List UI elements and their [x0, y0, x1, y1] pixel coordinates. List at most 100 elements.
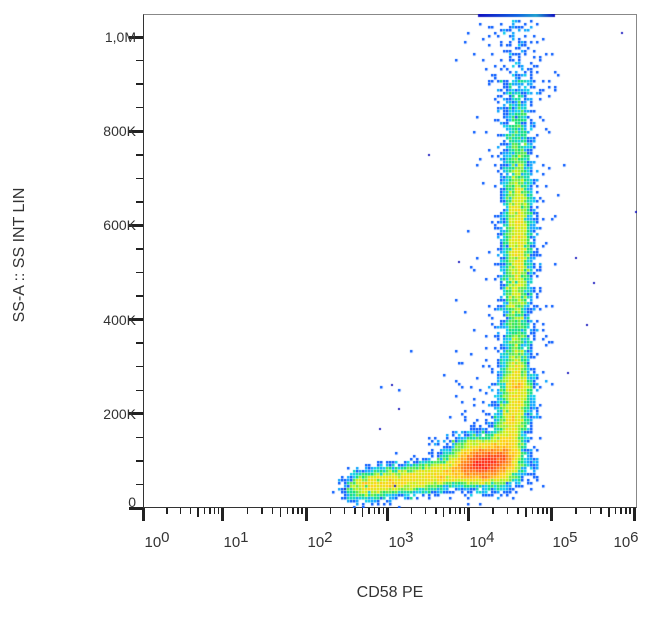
x-minor-tick: [620, 508, 622, 514]
y-minor-tick: [136, 365, 143, 368]
x-minor-tick: [525, 508, 527, 517]
y-tick-label: 0: [128, 494, 136, 510]
x-minor-tick: [179, 508, 182, 514]
x-minor-tick: [189, 508, 192, 514]
x-minor-tick: [546, 508, 548, 514]
x-minor-tick: [329, 508, 332, 514]
x-minor-tick: [213, 508, 216, 514]
y-minor-tick: [136, 436, 143, 439]
x-tick-label: 104: [469, 530, 494, 551]
y-minor-tick: [136, 271, 143, 274]
x-major-tick: [385, 508, 389, 521]
x-tick-exponent: 6: [630, 529, 639, 546]
y-tick-label: 600K: [103, 217, 136, 234]
x-minor-tick: [166, 508, 168, 514]
y-minor-tick: [136, 154, 143, 156]
y-major-tick: [129, 129, 143, 133]
x-major-tick: [632, 508, 636, 521]
y-tick-label: 200K: [103, 405, 136, 422]
x-tick-base: 10: [388, 534, 406, 551]
y-tick-label: 1,0M: [104, 29, 136, 45]
x-tick-base: 10: [469, 534, 487, 551]
y-minor-tick: [136, 295, 143, 297]
x-minor-tick: [600, 508, 602, 514]
y-minor-tick: [136, 248, 143, 250]
x-tick-exponent: 0: [161, 529, 170, 546]
x-minor-tick: [537, 508, 539, 514]
x-minor-tick: [531, 508, 534, 514]
x-minor-tick: [261, 508, 263, 514]
y-axis-title: SS-A :: SS INT LIN: [11, 187, 28, 323]
x-tick-base: 10: [552, 534, 570, 551]
y-major-tick: [129, 35, 143, 39]
x-minor-tick: [542, 508, 544, 514]
x-tick-label: 101: [223, 530, 248, 551]
x-minor-tick: [271, 508, 274, 514]
x-major-tick: [220, 508, 224, 521]
x-minor-tick: [517, 508, 519, 514]
x-tick-exponent: 1: [240, 529, 249, 546]
x-minor-tick: [410, 508, 413, 514]
x-major-tick: [141, 508, 145, 521]
y-major-tick: [129, 412, 143, 416]
x-tick-label: 103: [388, 530, 413, 551]
y-major-tick: [129, 506, 143, 510]
x-minor-tick: [361, 508, 364, 517]
x-minor-tick: [297, 508, 299, 514]
x-minor-tick: [368, 508, 370, 514]
x-minor-tick: [608, 508, 610, 517]
x-minor-tick: [435, 508, 437, 514]
x-minor-tick: [301, 508, 303, 514]
x-major-tick: [549, 508, 553, 521]
x-tick-exponent: 5: [569, 529, 578, 546]
x-tick-base: 10: [613, 534, 631, 551]
y-minor-tick: [136, 106, 143, 109]
y-minor-tick: [136, 342, 143, 344]
x-minor-tick: [209, 508, 211, 514]
x-minor-tick: [492, 508, 494, 514]
x-minor-tick: [354, 508, 356, 514]
x-minor-tick: [449, 508, 451, 514]
y-minor-tick: [136, 177, 143, 180]
x-minor-tick: [343, 508, 346, 514]
x-minor-tick: [589, 508, 592, 514]
x-minor-tick: [459, 508, 461, 514]
x-minor-tick: [382, 508, 385, 514]
x-tick-exponent: 3: [405, 529, 414, 546]
x-major-tick: [466, 508, 470, 521]
x-minor-tick: [424, 508, 427, 514]
y-minor-tick: [136, 59, 143, 62]
x-major-tick: [304, 508, 308, 521]
x-tick-exponent: 4: [486, 529, 495, 546]
x-minor-tick: [292, 508, 294, 514]
x-minor-tick: [197, 508, 199, 517]
y-tick-label: 800K: [103, 123, 136, 140]
x-tick-label: 105: [552, 530, 577, 551]
x-minor-tick: [629, 508, 631, 514]
x-minor-tick: [442, 508, 445, 517]
x-minor-tick: [454, 508, 457, 514]
y-minor-tick: [136, 389, 143, 391]
x-minor-tick: [286, 508, 289, 514]
x-tick-label: 100: [144, 530, 169, 551]
x-tick-base: 10: [307, 534, 325, 551]
y-minor-tick: [136, 83, 143, 85]
y-tick-label: 400K: [103, 311, 136, 328]
x-minor-tick: [378, 508, 380, 514]
x-tick-exponent: 2: [324, 529, 333, 546]
x-tick-label: 106: [613, 530, 638, 551]
x-tick-base: 10: [223, 534, 241, 551]
x-minor-tick: [575, 508, 577, 514]
x-axis-title: CD58 PE: [356, 584, 424, 601]
y-minor-tick: [136, 460, 143, 462]
y-minor-tick: [136, 201, 143, 203]
x-minor-tick: [246, 508, 249, 514]
x-minor-tick: [614, 508, 617, 514]
x-tick-label: 102: [307, 530, 332, 551]
x-minor-tick: [463, 508, 466, 514]
x-minor-tick: [279, 508, 282, 517]
x-minor-tick: [625, 508, 627, 514]
x-tick-base: 10: [144, 534, 162, 551]
density-dot-plot: [143, 14, 637, 508]
y-major-tick: [129, 223, 143, 227]
